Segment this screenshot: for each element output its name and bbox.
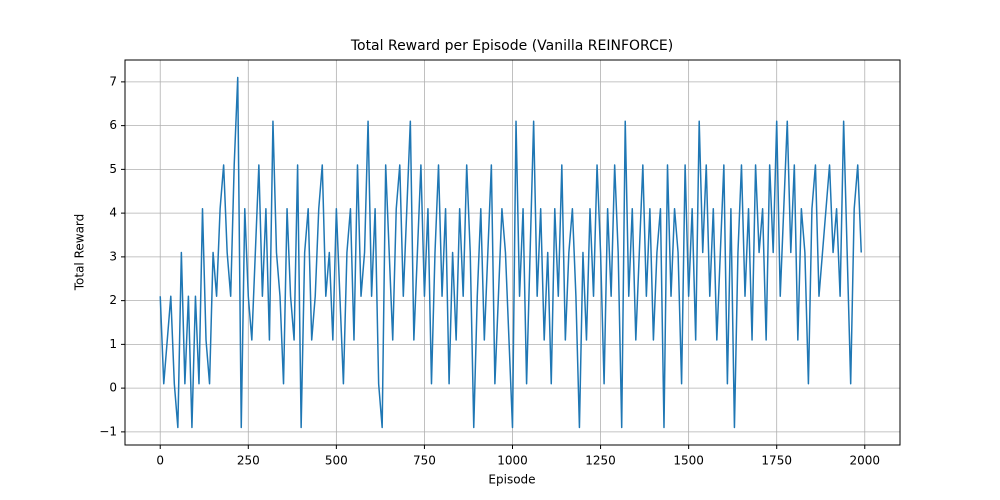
x-tick-label: 1250 xyxy=(585,454,616,468)
chart-title: Total Reward per Episode (Vanilla REINFO… xyxy=(350,38,673,54)
plot xyxy=(159,76,862,429)
y-tick-label: 7 xyxy=(109,74,117,88)
y-tick-label: 5 xyxy=(109,162,117,176)
y-tick-label: 4 xyxy=(109,206,117,220)
y-tick-label: 0 xyxy=(109,381,117,395)
data-line xyxy=(159,76,862,429)
x-tick-label: 750 xyxy=(413,454,436,468)
x-axis-label: Episode xyxy=(488,473,535,487)
y-tick-label: 6 xyxy=(109,118,117,132)
y-tick-label: 3 xyxy=(109,249,117,263)
y-tick-label: 2 xyxy=(109,293,117,307)
x-tick-label: 1000 xyxy=(497,454,528,468)
x-tick-label: 250 xyxy=(237,454,260,468)
x-tick-label: 500 xyxy=(325,454,348,468)
y-tick-label: −1 xyxy=(99,424,117,438)
x-tick-label: 0 xyxy=(156,454,164,468)
y-axis-label: Total Reward xyxy=(73,214,87,292)
x-tick-label: 1500 xyxy=(673,454,704,468)
x-tick-label: 1750 xyxy=(761,454,792,468)
x-tick-label: 2000 xyxy=(849,454,880,468)
y-tick-label: 1 xyxy=(109,337,117,351)
